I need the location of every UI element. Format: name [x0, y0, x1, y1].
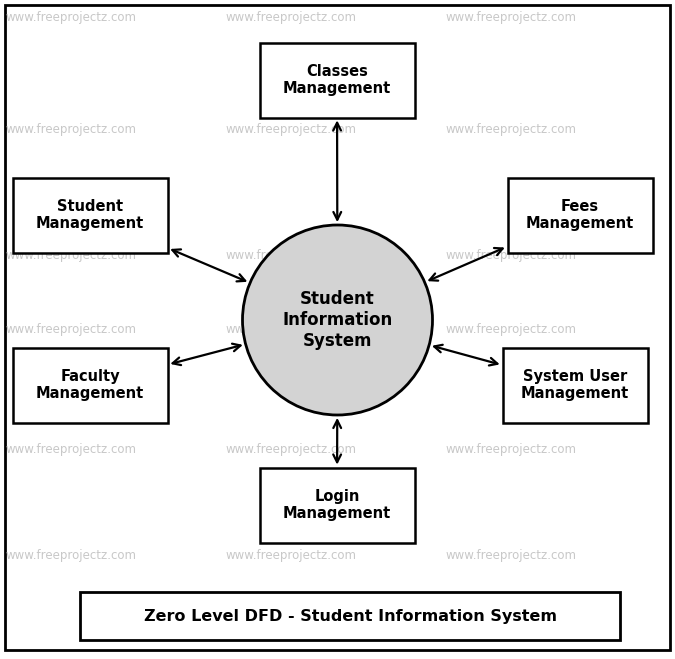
Bar	[13, 177, 167, 252]
Text: Zero Level DFD - Student Information System: Zero Level DFD - Student Information Sys…	[144, 608, 556, 623]
Text: www.freeprojectz.com: www.freeprojectz.com	[445, 444, 576, 457]
Bar	[508, 177, 653, 252]
Text: www.freeprojectz.com: www.freeprojectz.com	[225, 444, 356, 457]
Text: www.freeprojectz.com: www.freeprojectz.com	[5, 123, 136, 136]
Text: Classes
Management: Classes Management	[283, 64, 391, 96]
Text: www.freeprojectz.com: www.freeprojectz.com	[445, 11, 576, 24]
Text: www.freeprojectz.com: www.freeprojectz.com	[225, 11, 356, 24]
Circle shape	[242, 225, 433, 415]
Text: www.freeprojectz.com: www.freeprojectz.com	[445, 248, 576, 262]
Text: System User
Management: System User Management	[521, 369, 629, 401]
Text: www.freeprojectz.com: www.freeprojectz.com	[225, 123, 356, 136]
Text: Faculty
Management: Faculty Management	[36, 369, 144, 401]
Text: www.freeprojectz.com: www.freeprojectz.com	[5, 444, 136, 457]
Text: www.freeprojectz.com: www.freeprojectz.com	[225, 324, 356, 337]
Text: Student
Management: Student Management	[36, 199, 144, 231]
Text: www.freeprojectz.com: www.freeprojectz.com	[445, 123, 576, 136]
Text: www.freeprojectz.com: www.freeprojectz.com	[225, 248, 356, 262]
Bar	[80, 592, 620, 640]
Text: Student
Information
System: Student Information System	[282, 290, 393, 350]
Text: www.freeprojectz.com: www.freeprojectz.com	[225, 548, 356, 561]
Bar	[259, 467, 414, 542]
Text: www.freeprojectz.com: www.freeprojectz.com	[5, 324, 136, 337]
Text: www.freeprojectz.com: www.freeprojectz.com	[5, 11, 136, 24]
Text: www.freeprojectz.com: www.freeprojectz.com	[445, 324, 576, 337]
Bar	[502, 347, 647, 422]
Text: www.freeprojectz.com: www.freeprojectz.com	[445, 548, 576, 561]
Text: Login
Management: Login Management	[283, 489, 391, 521]
Text: www.freeprojectz.com: www.freeprojectz.com	[5, 548, 136, 561]
Bar	[13, 347, 167, 422]
Text: Fees
Management: Fees Management	[526, 199, 634, 231]
Text: www.freeprojectz.com: www.freeprojectz.com	[5, 248, 136, 262]
Bar	[259, 42, 414, 117]
